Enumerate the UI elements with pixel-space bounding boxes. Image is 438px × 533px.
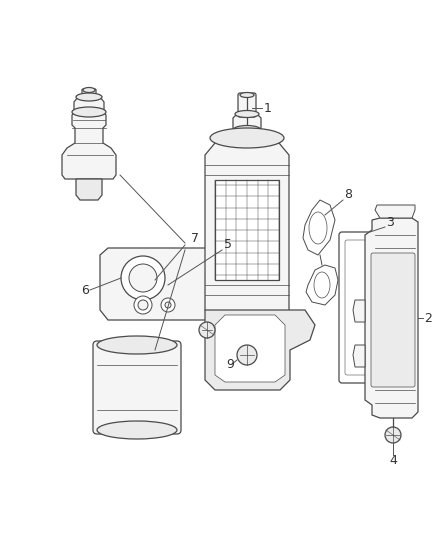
Text: 2: 2: [424, 311, 432, 325]
Text: 3: 3: [386, 215, 394, 229]
Ellipse shape: [72, 107, 106, 117]
Polygon shape: [76, 179, 102, 200]
Ellipse shape: [235, 110, 259, 117]
Circle shape: [199, 322, 215, 338]
Ellipse shape: [233, 125, 261, 134]
Circle shape: [237, 345, 257, 365]
FancyBboxPatch shape: [238, 93, 256, 117]
Circle shape: [165, 302, 171, 308]
Ellipse shape: [97, 421, 177, 439]
Polygon shape: [215, 315, 285, 382]
Polygon shape: [62, 112, 116, 179]
Ellipse shape: [76, 93, 102, 101]
Polygon shape: [306, 265, 338, 305]
Circle shape: [161, 298, 175, 312]
Text: 4: 4: [389, 454, 397, 466]
Bar: [215, 180, 279, 280]
Ellipse shape: [240, 93, 254, 98]
Ellipse shape: [210, 128, 284, 148]
Text: 9: 9: [226, 359, 234, 372]
Polygon shape: [100, 248, 222, 320]
Ellipse shape: [309, 212, 327, 244]
Polygon shape: [205, 138, 289, 320]
Polygon shape: [375, 205, 415, 218]
Polygon shape: [74, 97, 104, 112]
Polygon shape: [205, 310, 315, 390]
Polygon shape: [365, 218, 418, 418]
Text: 7: 7: [191, 231, 199, 245]
Polygon shape: [233, 114, 261, 130]
Circle shape: [385, 427, 401, 443]
Text: 8: 8: [344, 189, 352, 201]
Circle shape: [138, 300, 148, 310]
Ellipse shape: [83, 87, 95, 93]
FancyBboxPatch shape: [339, 232, 383, 383]
Text: 5: 5: [224, 238, 232, 252]
Ellipse shape: [97, 336, 177, 354]
Polygon shape: [303, 200, 335, 255]
Text: 6: 6: [81, 284, 89, 296]
FancyBboxPatch shape: [371, 253, 415, 387]
FancyBboxPatch shape: [82, 89, 96, 100]
Circle shape: [129, 264, 157, 292]
Ellipse shape: [314, 272, 330, 298]
Text: 1: 1: [264, 101, 272, 115]
Circle shape: [134, 296, 152, 314]
Polygon shape: [353, 300, 365, 322]
FancyBboxPatch shape: [93, 341, 181, 434]
Polygon shape: [353, 345, 365, 367]
FancyBboxPatch shape: [345, 240, 377, 375]
Circle shape: [121, 256, 165, 300]
